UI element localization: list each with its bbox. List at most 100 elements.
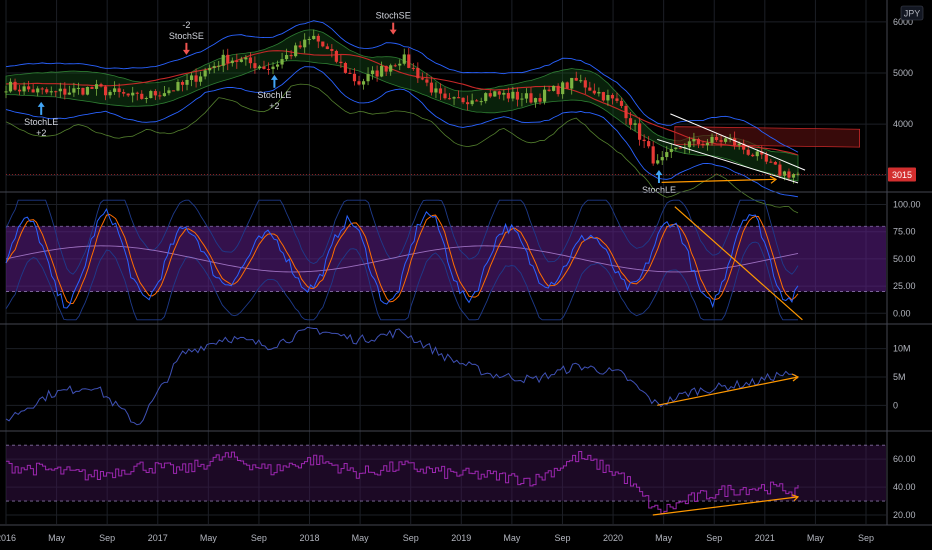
candle-body <box>49 91 53 93</box>
price-trend-arrow-icon <box>769 175 778 184</box>
candle-body <box>760 151 764 155</box>
rsi-line <box>6 451 799 515</box>
candle-body <box>475 100 479 102</box>
candle-body <box>239 59 243 62</box>
y-tick-label: 100.00 <box>893 200 921 210</box>
short-arrowhead-icon <box>389 29 397 35</box>
candle-body <box>117 88 121 93</box>
candle-body <box>420 78 424 80</box>
x-tick-label: May <box>352 533 370 543</box>
currency-badge[interactable]: JPY <box>900 5 924 21</box>
candle-body <box>131 92 135 96</box>
candle-body <box>773 162 777 165</box>
candle-body <box>266 68 271 70</box>
channel-upper-line <box>670 113 806 171</box>
candle-body <box>275 64 280 67</box>
candle-body <box>547 89 551 91</box>
y-tick-label: 5M <box>893 372 906 382</box>
candle-body <box>746 149 750 155</box>
candle-body <box>606 95 610 101</box>
candle-body <box>67 92 71 95</box>
stoch-d-line <box>5 213 799 305</box>
candle-body <box>389 65 393 72</box>
x-tick-label: May <box>807 533 825 543</box>
bollinger-upper <box>5 20 799 153</box>
candle-body <box>221 54 225 66</box>
candle-body <box>94 84 99 89</box>
candle-body <box>610 95 615 99</box>
candle-body <box>40 88 44 90</box>
candle-body <box>248 57 252 64</box>
x-tick-label: Sep <box>858 533 874 543</box>
stochastic-pane[interactable] <box>5 199 803 321</box>
candle-body <box>158 95 162 97</box>
long-arrowhead-icon <box>655 170 663 175</box>
signal-label: StochLE <box>642 185 676 195</box>
y-tick-label: 75.00 <box>893 227 916 237</box>
candle-body <box>108 91 112 96</box>
candle-body <box>58 88 62 92</box>
x-tick-label: 2016 <box>0 533 16 543</box>
candle-body <box>466 102 470 105</box>
candle-body <box>176 82 180 91</box>
candle-body <box>321 41 325 47</box>
candle-body <box>506 92 510 99</box>
x-tick-label: 2018 <box>300 533 320 543</box>
candle-body <box>13 81 17 90</box>
candle-body <box>588 87 592 91</box>
currency-label: JPY <box>904 9 921 19</box>
candle-body <box>542 89 547 102</box>
candle-body <box>669 148 673 153</box>
candle-body <box>253 63 257 69</box>
y-tick-label: 6000 <box>893 17 913 27</box>
candle-body <box>402 54 406 64</box>
candle-body <box>4 91 8 93</box>
candle-body <box>764 154 768 162</box>
x-tick-label: 2017 <box>148 533 168 543</box>
channel-lower-line <box>657 138 799 184</box>
y-tick-label: 10M <box>893 344 911 354</box>
candle-body <box>719 140 723 142</box>
lagging-span <box>5 83 799 214</box>
candle-body <box>235 60 239 62</box>
stoch-midline <box>5 245 799 273</box>
candle-body <box>628 118 633 125</box>
candle-body <box>375 70 379 77</box>
candle-body <box>651 146 655 164</box>
candle-body <box>85 87 90 95</box>
candle-body <box>737 143 741 146</box>
x-tick-label: 2021 <box>755 533 775 543</box>
candle-body <box>298 45 302 48</box>
candle-body <box>361 81 366 85</box>
candle-body <box>244 57 248 60</box>
candle-body <box>208 68 212 71</box>
currency-badge-box <box>900 5 924 21</box>
candle-body <box>271 66 275 70</box>
candle-body <box>461 97 465 103</box>
candle-body <box>778 164 782 176</box>
rsi-trend-arrow-icon <box>791 494 800 502</box>
candle-body <box>171 90 176 92</box>
rsi-pane[interactable] <box>6 451 800 516</box>
obv-pane[interactable] <box>5 326 800 426</box>
candle-body <box>307 39 311 41</box>
x-tick-label: Sep <box>554 533 570 543</box>
ichimoku-cloud <box>5 29 799 182</box>
candle-body <box>561 82 565 95</box>
candle-body <box>452 97 456 99</box>
candle-body <box>199 76 203 82</box>
price-pane[interactable] <box>4 20 886 214</box>
candle-body <box>194 75 198 82</box>
obv-trend-arrow-icon <box>791 373 800 382</box>
x-tick-label: Sep <box>99 533 115 543</box>
y-tick-label: 0.00 <box>893 308 911 318</box>
signal-marker-long: StochLE+2 <box>257 74 291 111</box>
candle-body <box>425 79 429 83</box>
signal-sublabel: -2 <box>182 20 190 30</box>
candle-body <box>552 85 556 91</box>
candle-body <box>8 81 13 92</box>
candle-body <box>31 89 35 93</box>
